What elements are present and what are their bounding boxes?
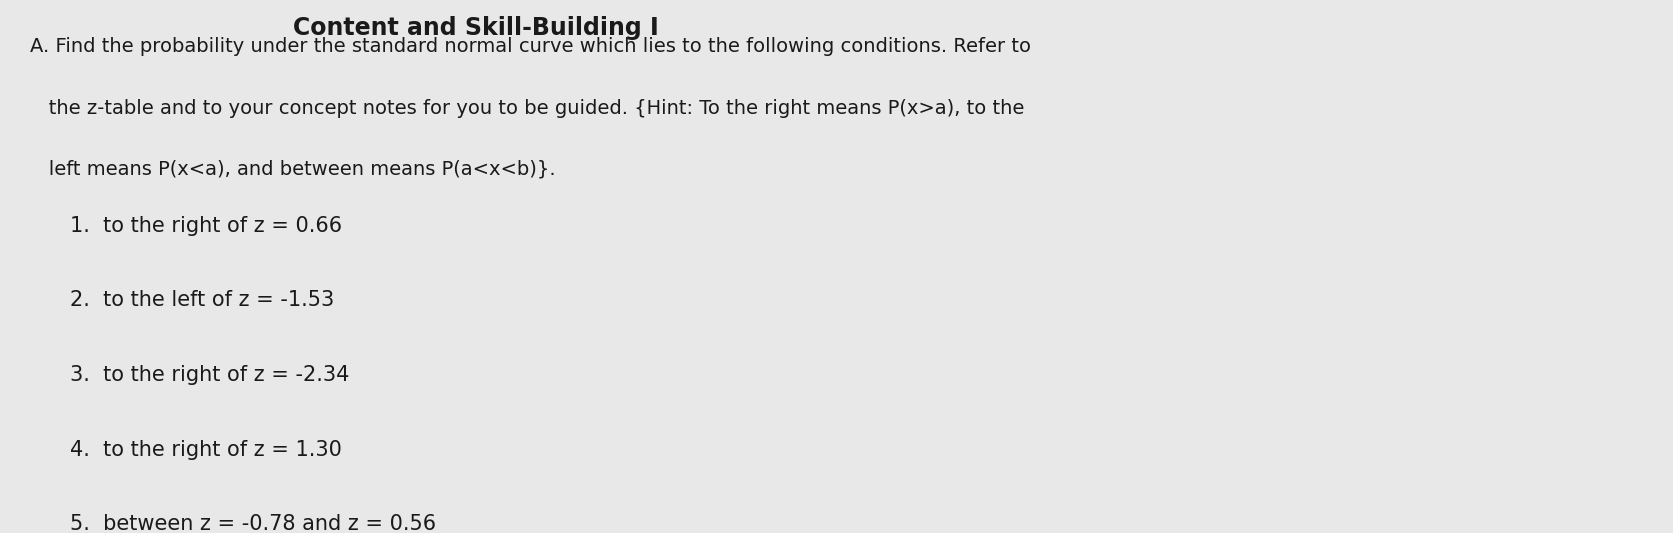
Text: 1.  to the right of z = 0.66: 1. to the right of z = 0.66 bbox=[70, 216, 343, 236]
Text: Content and Skill-Building I: Content and Skill-Building I bbox=[293, 16, 659, 40]
Text: 2.  to the left of z = -1.53: 2. to the left of z = -1.53 bbox=[70, 290, 335, 311]
Text: 3.  to the right of z = -2.34: 3. to the right of z = -2.34 bbox=[70, 365, 350, 385]
Text: 5.  between z = -0.78 and z = 0.56: 5. between z = -0.78 and z = 0.56 bbox=[70, 514, 437, 533]
Text: the z-table and to your concept notes for you to be guided. {Hint: To the right : the z-table and to your concept notes fo… bbox=[30, 99, 1024, 118]
Text: 4.  to the right of z = 1.30: 4. to the right of z = 1.30 bbox=[70, 440, 343, 460]
Text: left means P(x<a), and between means P(a<x<b)}.: left means P(x<a), and between means P(a… bbox=[30, 160, 555, 179]
Text: A. Find the probability under the standard normal curve which lies to the follow: A. Find the probability under the standa… bbox=[30, 37, 1031, 56]
